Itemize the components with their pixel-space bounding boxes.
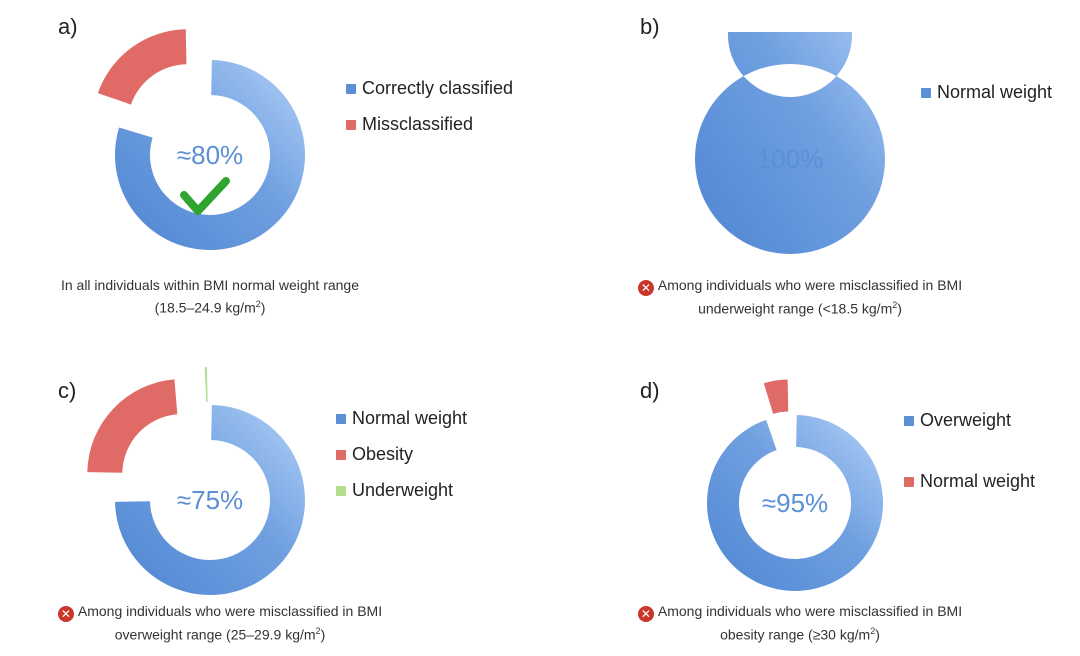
legend-item-overweight: Overweight	[904, 410, 1035, 431]
legend-swatch	[346, 119, 356, 130]
legend-swatch	[336, 449, 346, 460]
legend-item-obesity: Obesity	[336, 444, 467, 465]
legend-label: Underweight	[352, 480, 454, 500]
caption-line2: obesity range (≥30 kg/m2)	[720, 626, 880, 643]
legend-label: Missclassified	[362, 114, 474, 134]
legend-item-underweight: Underweight	[336, 480, 467, 501]
caption: ✕ Among individuals who were misclassifie…	[10, 602, 430, 645]
panel-label: c)	[58, 378, 77, 403]
legend-swatch	[904, 415, 914, 426]
legend-label: Correctly classified	[362, 78, 514, 98]
panel-a: a) ≈80% Correctly classified Missclassif…	[0, 0, 540, 328]
slice-normal-weight	[695, 32, 885, 254]
caption-line1: ✕ Among individuals who were misclassifie…	[570, 276, 1030, 296]
legend-item-normal-weight: Normal weight	[336, 408, 467, 429]
center-percentage: ≈95%	[762, 488, 828, 518]
panel-label: d)	[640, 378, 660, 403]
slice-normal-weight	[763, 379, 789, 414]
caption-line2: overweight range (25–29.9 kg/m2)	[114, 626, 326, 643]
donut-chart-a: ≈80%	[97, 29, 305, 251]
legend: Correctly classified Missclassified	[346, 78, 513, 135]
caption-line1: In all individuals within BMI normal wei…	[60, 277, 360, 293]
donut-chart-d: ≈95%	[707, 379, 883, 591]
slice-overweight	[707, 415, 883, 591]
legend-swatch	[336, 413, 346, 424]
panel-d: d) ≈95% Overweight Normal weight ✕ Among …	[540, 328, 1080, 656]
caption-line2: underweight range (<18.5 kg/m2)	[698, 300, 902, 317]
legend-swatch	[904, 476, 914, 487]
cross-icon: ✕	[637, 280, 654, 296]
cross-icon: ✕	[57, 606, 74, 622]
caption: In all individuals within BMI normal wei…	[0, 276, 420, 318]
legend-swatch	[921, 87, 931, 98]
donut-chart-b: 100%	[695, 32, 885, 254]
center-percentage: ≈75%	[177, 485, 243, 515]
caption: ✕ Among individuals who were misclassifie…	[570, 602, 1030, 645]
legend-item-correctly-classified: Correctly classified	[346, 78, 513, 99]
legend-item-normal-weight: Normal weight	[904, 471, 1035, 492]
legend: Normal weight Obesity Underweight	[336, 408, 467, 501]
legend-label: Overweight	[920, 410, 1012, 430]
slice-missclassified	[97, 29, 187, 105]
caption-line2: (18.5–24.9 kg/m2)	[154, 299, 266, 316]
panel-c: c) ≈75% Normal weight Obesity Underweigh…	[0, 328, 540, 656]
slice-normal-weight	[115, 405, 305, 595]
center-percentage: ≈80%	[177, 140, 243, 170]
caption-line1: ✕ Among individuals who were misclassifie…	[10, 602, 430, 622]
legend-label: Normal weight	[937, 82, 1053, 102]
legend-label: Normal weight	[352, 408, 468, 428]
legend: Normal weight	[921, 82, 1052, 103]
donut-chart-c: ≈75%	[87, 367, 305, 595]
slice-correctly-classified	[115, 60, 305, 251]
panel-b: b) 100% Normal weight ✕ Among individuals…	[540, 0, 1080, 328]
panel-label: a)	[58, 14, 78, 39]
legend-item-normal-weight: Normal weight	[921, 82, 1052, 103]
legend-item-missclassified: Missclassified	[346, 114, 513, 135]
legend-swatch	[336, 485, 346, 496]
panel-label: b)	[640, 14, 660, 39]
legend-label: Obesity	[352, 444, 414, 464]
legend-label: Normal weight	[920, 471, 1036, 491]
caption-line1: ✕ Among individuals who were misclassifie…	[570, 602, 1030, 622]
legend: Overweight Normal weight	[904, 410, 1035, 492]
legend-swatch	[346, 83, 356, 94]
slice-obesity	[87, 379, 178, 473]
cross-icon: ✕	[637, 606, 654, 622]
check-icon	[180, 177, 230, 215]
caption: ✕ Among individuals who were misclassifie…	[570, 276, 1030, 319]
slice-underweight	[204, 367, 208, 403]
center-percentage: 100%	[757, 144, 824, 174]
